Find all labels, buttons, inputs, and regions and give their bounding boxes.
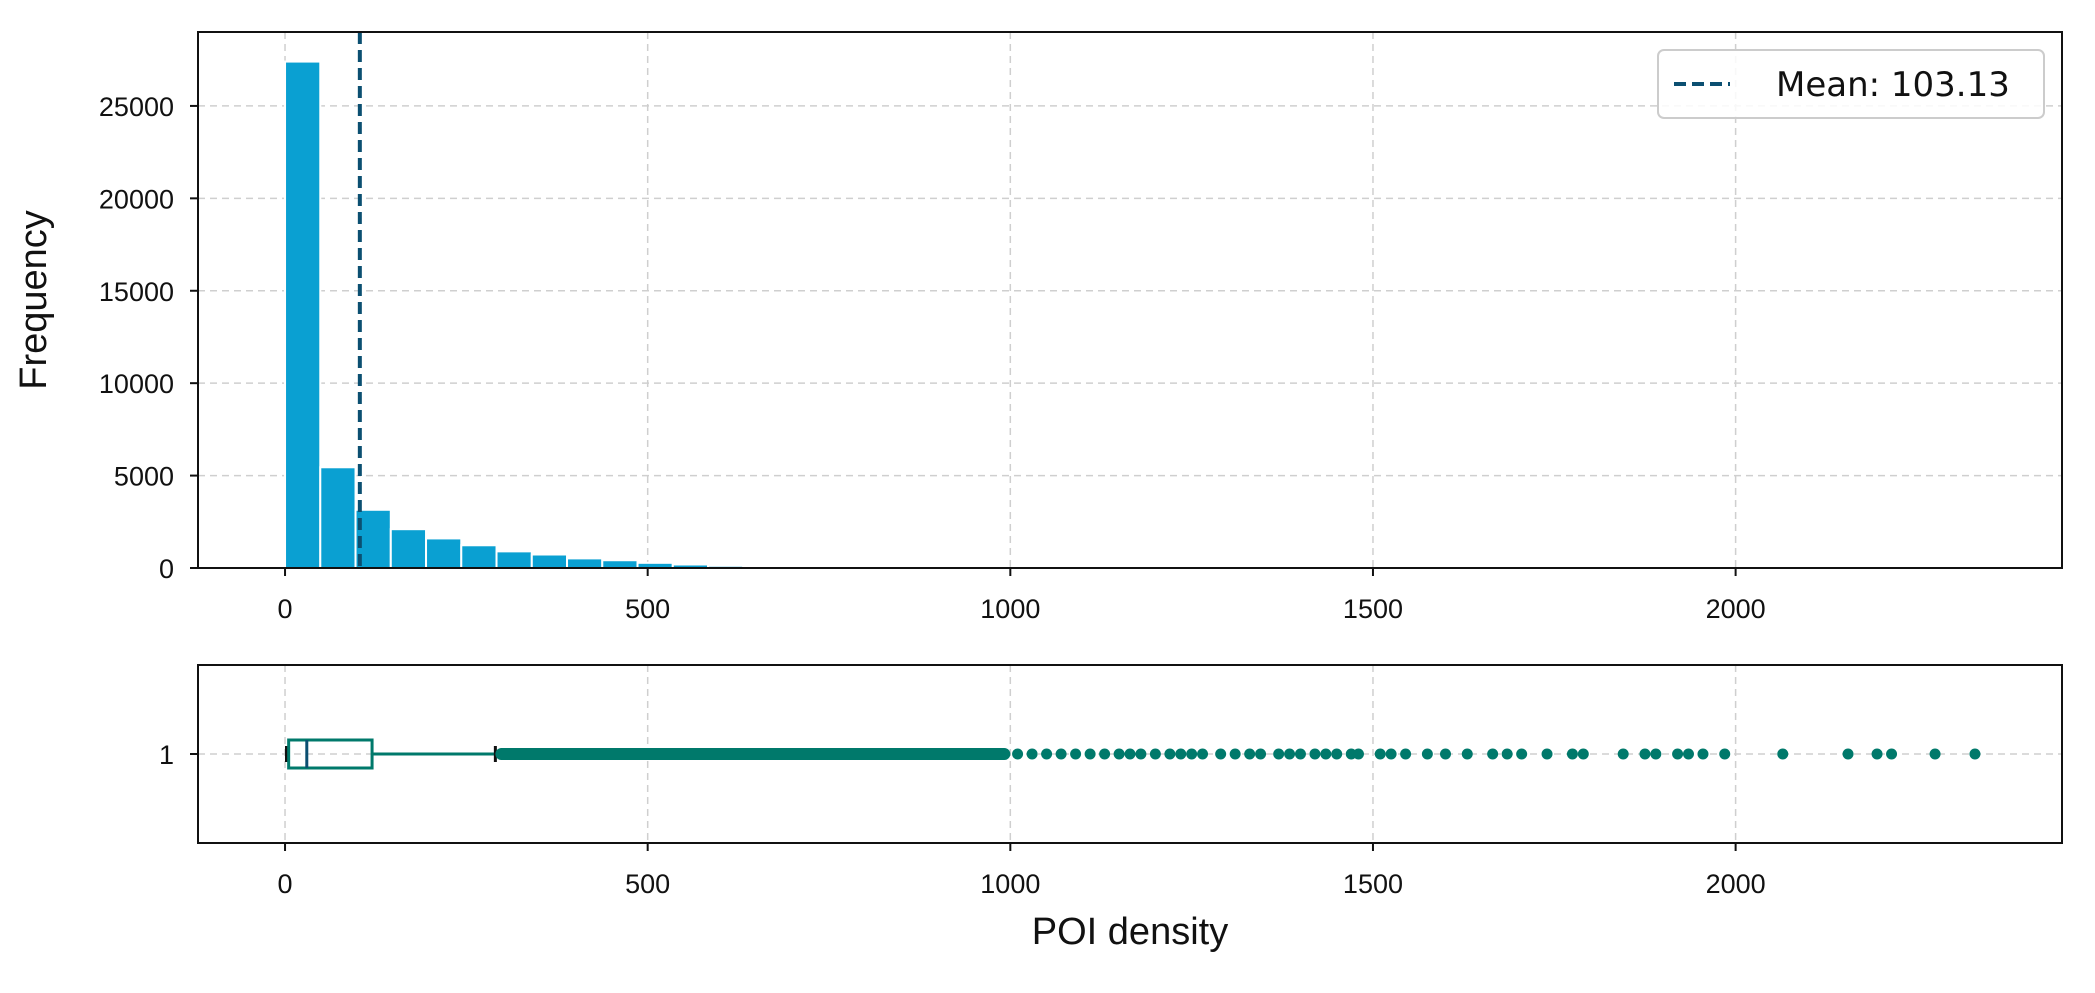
outlier-point	[1777, 748, 1789, 760]
histogram-bars	[284, 60, 1978, 570]
outlier-point	[1175, 748, 1187, 760]
outlier-point	[1440, 748, 1452, 760]
legend-entry-mean: Mean: 103.13	[1776, 65, 2010, 105]
y-tick-label: 0	[159, 554, 174, 584]
histogram-bar	[319, 466, 357, 569]
x-tick-label: 500	[625, 594, 670, 624]
x-tick-label: 0	[278, 869, 293, 899]
outlier-point	[1577, 748, 1589, 760]
histogram-bar	[601, 559, 639, 570]
x-tick-label: 1000	[980, 869, 1040, 899]
outlier-dense-band	[495, 748, 1011, 760]
outlier-point	[1197, 748, 1209, 760]
outlier-point	[1617, 748, 1629, 760]
outlier-point	[1516, 748, 1528, 760]
histogram-bar	[566, 557, 604, 570]
x-tick-label: 2000	[1706, 594, 1766, 624]
outlier-point	[1566, 748, 1578, 760]
outlier-point	[1541, 748, 1553, 760]
x-tick-label: 1500	[1343, 594, 1403, 624]
outlier-point	[1255, 748, 1267, 760]
histogram-bar	[425, 537, 463, 570]
outlier-point	[1461, 748, 1473, 760]
outlier-point	[1719, 748, 1731, 760]
outlier-point	[1650, 748, 1662, 760]
histogram-bar	[284, 60, 322, 569]
outlier-point	[1682, 748, 1694, 760]
y-tick-label: 1	[159, 740, 174, 770]
y-tick-label: 25000	[99, 92, 174, 122]
histogram-bar	[460, 544, 498, 570]
outlier-point	[1229, 748, 1241, 760]
boxplot-x-ticks: 0 500 1000 1500 2000	[278, 843, 1766, 899]
outlier-point	[1639, 748, 1651, 760]
outlier-point	[1309, 748, 1321, 760]
outlier-point	[1244, 748, 1256, 760]
outlier-point	[1012, 748, 1024, 760]
outlier-point	[1385, 748, 1397, 760]
outlier-point	[1215, 748, 1227, 760]
outlier-point	[1041, 748, 1053, 760]
y-tick-label: 20000	[99, 184, 174, 214]
outlier-point	[1842, 748, 1854, 760]
x-tick-label: 1500	[1343, 869, 1403, 899]
histogram-panel: 0 500 1000 1500 2000 0 5000 10000 15000 20000 250…	[13, 31, 2063, 624]
y-tick-label: 5000	[114, 462, 174, 492]
outlier-point	[1164, 748, 1176, 760]
outlier-point	[1697, 748, 1709, 760]
x-tick-label: 0	[278, 594, 293, 624]
outlier-point	[1331, 748, 1343, 760]
histogram-y-ticks: 0 5000 10000 15000 20000 25000	[99, 92, 198, 584]
x-tick-label: 2000	[1706, 869, 1766, 899]
outlier-point	[1294, 748, 1306, 760]
boxplot-panel: 0 500 1000 1500 2000 1 POI density	[159, 664, 2063, 953]
outlier-point	[1186, 748, 1198, 760]
outlier-point	[1400, 748, 1412, 760]
boxplot-y-ticks: 1	[159, 740, 198, 770]
outlier-point	[1070, 748, 1082, 760]
legend: Mean: 103.13	[1657, 49, 2045, 119]
outlier-point	[1871, 748, 1883, 760]
histogram-x-ticks: 0 500 1000 1500 2000	[278, 568, 1766, 624]
outlier-point	[1969, 748, 1981, 760]
histogram-frame	[197, 31, 2063, 569]
outlier-point	[1284, 748, 1296, 760]
outlier-point	[1026, 748, 1038, 760]
outlier-point	[1320, 748, 1332, 760]
boxplot-elements	[284, 738, 1981, 770]
outlier-point	[1135, 748, 1147, 760]
outlier-point	[1084, 748, 1096, 760]
outlier-point	[1672, 748, 1684, 760]
outlier-point	[1124, 748, 1136, 760]
legend-box	[1657, 49, 2045, 119]
outlier-point	[1113, 748, 1125, 760]
outlier-point	[1055, 748, 1067, 760]
outlier-point	[1421, 748, 1433, 760]
y-tick-label: 10000	[99, 369, 174, 399]
x-axis-label: POI density	[1032, 911, 1228, 953]
outlier-point	[1374, 748, 1386, 760]
outlier-point	[1929, 748, 1941, 760]
outlier-point	[1352, 748, 1364, 760]
outlier-point	[1487, 748, 1499, 760]
histogram-bar	[530, 553, 569, 569]
y-axis-label: Frequency	[13, 210, 55, 390]
outlier-point	[1273, 748, 1285, 760]
outlier-point	[1501, 748, 1513, 760]
outlier-point	[1149, 748, 1161, 760]
outlier-point	[1099, 748, 1111, 760]
x-tick-label: 1000	[980, 594, 1040, 624]
x-tick-label: 500	[625, 869, 670, 899]
outlier-point	[1886, 748, 1898, 760]
histogram-bar	[495, 550, 533, 570]
histogram-bar	[389, 528, 428, 570]
iqr-box	[287, 738, 374, 770]
y-tick-label: 15000	[99, 277, 174, 307]
